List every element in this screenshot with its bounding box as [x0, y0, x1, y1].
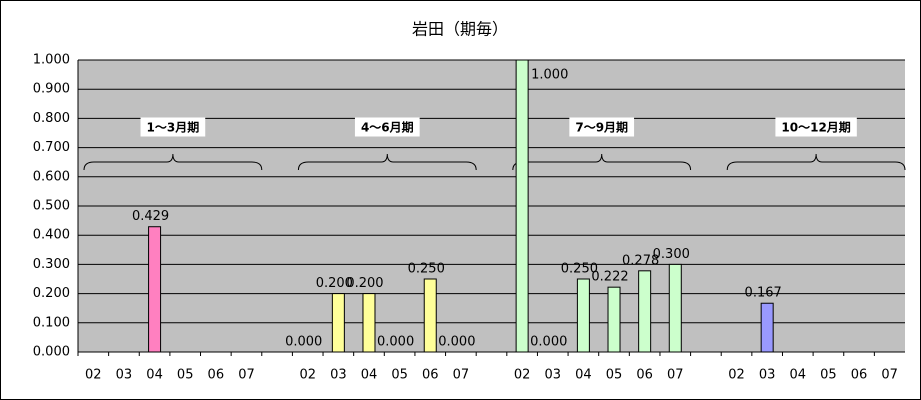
- brace: [297, 153, 477, 171]
- y-tick-label: 0.700: [33, 140, 70, 155]
- value-label: 0.278: [622, 253, 659, 268]
- x-tick-label: 07: [667, 368, 684, 383]
- x-tick-label: 07: [238, 368, 255, 383]
- x-tick-label: 05: [391, 368, 408, 383]
- x-tick-label: 03: [759, 368, 776, 383]
- x-tick-label: 06: [636, 368, 653, 383]
- value-label: 0.200: [346, 276, 383, 291]
- chart-title: 岩田（期毎）: [412, 20, 508, 39]
- x-tick-label: 05: [177, 368, 194, 383]
- x-tick-label: 03: [330, 368, 347, 383]
- brace: [83, 153, 263, 171]
- x-tick-label: 04: [361, 368, 378, 383]
- x-tick-label: 04: [790, 368, 807, 383]
- x-tick-label: 07: [453, 368, 470, 383]
- group-label-bg: [775, 117, 857, 137]
- x-tick-label: 02: [85, 368, 102, 383]
- x-tick-label: 05: [820, 368, 837, 383]
- bar: [607, 286, 621, 353]
- group-label: 4～6月期: [361, 120, 414, 135]
- value-label: 0.222: [591, 270, 628, 285]
- value-label: 0.000: [377, 335, 414, 350]
- bar: [638, 270, 652, 353]
- group-label-bg: [569, 117, 635, 137]
- x-tick-label: 02: [514, 368, 531, 383]
- y-tick-label: 0.500: [33, 199, 70, 214]
- bar: [362, 293, 376, 353]
- bar: [423, 278, 437, 353]
- x-tick-label: 02: [299, 368, 316, 383]
- x-tick-label: 04: [575, 368, 592, 383]
- y-tick-label: 0.900: [33, 82, 70, 97]
- group-label: 1～3月期: [147, 120, 200, 135]
- brace: [726, 153, 906, 171]
- value-label: 0.250: [408, 262, 445, 277]
- bar: [148, 226, 162, 353]
- x-tick-label: 05: [606, 368, 623, 383]
- value-label: 0.000: [285, 335, 322, 350]
- value-label: 0.300: [653, 247, 690, 262]
- x-tick-label: 03: [544, 368, 561, 383]
- value-label: 0.250: [561, 262, 598, 277]
- x-tick-label: 06: [422, 368, 439, 383]
- group-label: 10～12月期: [781, 120, 850, 135]
- y-tick-label: 0.000: [33, 345, 70, 360]
- x-tick-label: 04: [146, 368, 163, 383]
- value-label: 0.167: [745, 286, 782, 301]
- value-label: 0.000: [530, 335, 567, 350]
- bar: [576, 278, 590, 353]
- bar: [331, 293, 345, 353]
- value-label: 0.200: [316, 276, 353, 291]
- group-label: 7～9月期: [575, 120, 628, 135]
- bar: [760, 302, 774, 353]
- bar: [515, 59, 529, 353]
- y-tick-label: 0.300: [33, 257, 70, 272]
- y-tick-label: 0.200: [33, 286, 70, 301]
- value-label: 0.000: [438, 335, 475, 350]
- x-tick-label: 06: [851, 368, 868, 383]
- y-tick-label: 0.400: [33, 228, 70, 243]
- bar: [668, 263, 682, 353]
- x-tick-label: 03: [116, 368, 133, 383]
- value-label: 1.000: [531, 68, 568, 83]
- group-label-bg: [140, 117, 206, 137]
- y-tick-label: 0.100: [33, 315, 70, 330]
- value-label: 0.429: [132, 209, 169, 224]
- x-tick-label: 02: [728, 368, 745, 383]
- group-label-bg: [354, 117, 420, 137]
- y-tick-label: 0.800: [33, 111, 70, 126]
- y-tick-label: 0.600: [33, 169, 70, 184]
- y-tick-label: 1.000: [33, 53, 70, 68]
- x-tick-label: 07: [881, 368, 898, 383]
- x-tick-label: 06: [208, 368, 225, 383]
